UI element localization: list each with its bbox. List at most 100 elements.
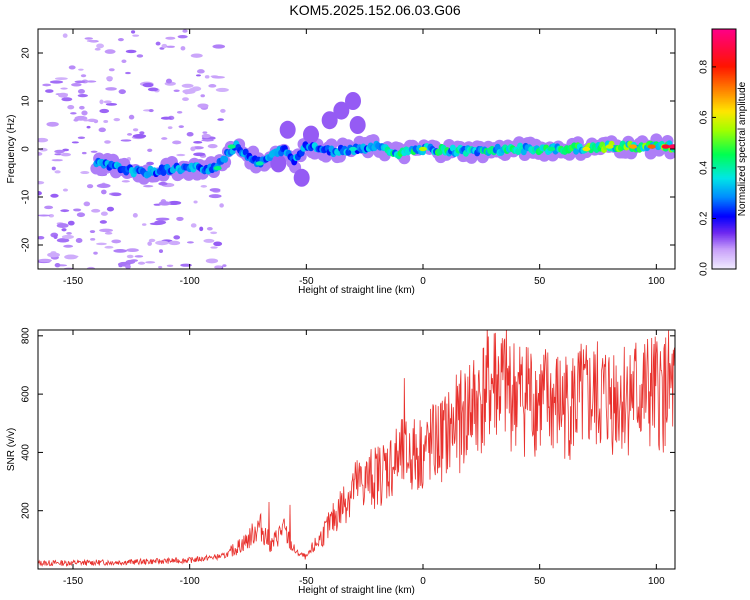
colorbar-cell: [712, 55, 736, 58]
noise-speck: [126, 254, 134, 259]
noise-speck: [190, 223, 197, 228]
noise-speck: [176, 216, 184, 221]
noise-speck: [184, 90, 189, 95]
noise-speck: [147, 241, 152, 246]
noise-speck: [71, 141, 79, 144]
noise-speck: [76, 212, 86, 218]
noise-speck: [74, 80, 86, 84]
colorbar-cell: [712, 107, 736, 110]
noise-speck: [86, 266, 96, 269]
noise-speck: [118, 264, 123, 268]
colorbar-cell: [712, 209, 736, 212]
noise-speck: [58, 92, 68, 98]
noise-speck: [200, 94, 205, 98]
noise-speck: [158, 265, 163, 269]
colorbar-cell: [712, 63, 736, 66]
ridge-hotspot: [255, 161, 264, 166]
noise-speck: [200, 184, 208, 188]
colorbar-cell: [712, 197, 736, 200]
colorbar-cell: [712, 45, 736, 48]
colorbar-cell: [712, 59, 736, 62]
noise-speck: [99, 220, 108, 224]
noise-speck: [182, 29, 188, 33]
noise-speck: [345, 92, 361, 110]
noise-speck: [56, 223, 69, 228]
colorbar-cell: [712, 149, 736, 152]
noise-speck: [54, 77, 68, 81]
noise-speck: [149, 222, 164, 226]
colorbar-cell: [712, 177, 736, 180]
colorbar-cell: [712, 133, 736, 136]
y-tick-label: 400: [21, 444, 32, 461]
colorbar-cell: [712, 83, 736, 86]
noise-speck: [68, 65, 76, 70]
colorbar-cell: [712, 81, 736, 84]
noise-speck: [99, 228, 113, 233]
y-tick-label: -10: [21, 189, 32, 204]
y-axis-label: SNR (v/v): [6, 428, 17, 471]
noise-speck: [210, 231, 218, 235]
noise-speck: [205, 258, 219, 264]
noise-speck: [172, 140, 182, 145]
colorbar-cell: [712, 95, 736, 98]
noise-speck: [211, 75, 225, 79]
noise-speck: [158, 249, 164, 254]
noise-speck: [39, 147, 48, 152]
noise-speck: [125, 49, 137, 54]
colorbar-cell: [712, 137, 736, 140]
colorbar-cell: [712, 91, 736, 94]
colorbar-cell: [712, 117, 736, 120]
y-tick-label: 800: [21, 327, 32, 344]
noise-speck: [148, 238, 156, 243]
noise-speck: [96, 43, 104, 49]
ridge-cell: [494, 143, 501, 151]
noise-speck: [90, 150, 98, 153]
noise-speck: [38, 190, 42, 196]
noise-speck: [178, 125, 184, 129]
noise-speck: [155, 41, 161, 46]
noise-speck: [49, 80, 64, 84]
colorbar-cell: [712, 111, 736, 114]
noise-speck: [160, 116, 172, 120]
noise-speck: [38, 258, 52, 263]
colorbar-cell: [712, 157, 736, 160]
colorbar-cell: [712, 187, 736, 190]
colorbar-cell: [712, 237, 736, 240]
noise-speck: [213, 241, 223, 247]
colorbar-cell: [712, 141, 736, 144]
ridge-hotspot: [419, 146, 427, 152]
noise-speck: [201, 138, 214, 142]
colorbar-cell: [712, 201, 736, 204]
x-tick-label: -100: [180, 276, 200, 287]
noise-speck: [148, 109, 154, 113]
noise-speck: [71, 82, 82, 87]
colorbar-cell: [712, 79, 736, 82]
colorbar-cell: [712, 159, 736, 162]
noise-speck: [61, 234, 74, 239]
colorbar-cell: [712, 31, 736, 34]
noise-speck: [199, 226, 204, 232]
noise-speck: [196, 74, 201, 77]
noise-speck: [132, 128, 139, 132]
noise-speck: [113, 117, 121, 122]
colorbar-cell: [712, 49, 736, 52]
noise-speck: [50, 193, 59, 198]
colorbar-cell: [712, 217, 736, 220]
colorbar-cell: [712, 227, 736, 230]
noise-speck: [103, 119, 109, 123]
noise-speck: [215, 87, 229, 92]
noise-speck: [47, 252, 60, 258]
colorbar-cell: [712, 219, 736, 222]
noise-speck: [197, 103, 209, 109]
noise-speck: [105, 102, 118, 106]
y-tick-label: 600: [21, 385, 32, 402]
colorbar-cell: [712, 249, 736, 252]
noise-speck: [98, 127, 106, 133]
noise-speck: [201, 133, 211, 139]
noise-speck: [193, 200, 198, 204]
noise-speck: [38, 137, 49, 143]
colorbar-cell: [712, 189, 736, 192]
colorbar-cell: [712, 229, 736, 232]
noise-speck: [167, 126, 173, 130]
noise-speck: [96, 183, 111, 188]
